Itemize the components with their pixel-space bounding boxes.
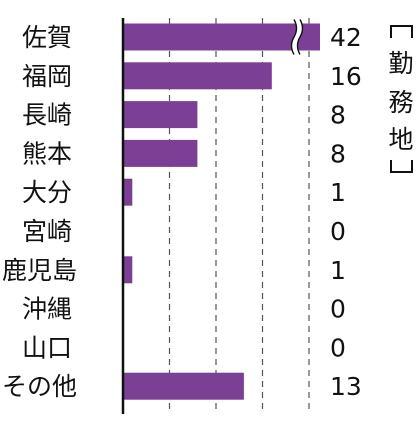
axis-break-line-1 [296, 19, 304, 55]
category-label-4: 大分 [22, 178, 72, 207]
annotation-close-bracket [390, 160, 413, 173]
annotation-char-1: 勤 [388, 49, 413, 78]
category-label-9: その他 [2, 372, 77, 401]
annotation-kinmuchi: 勤務地 [388, 25, 414, 173]
value-label-2: 8 [330, 101, 346, 130]
bar-0 [123, 23, 320, 51]
category-label-6: 鹿児島 [2, 256, 77, 285]
category-label-0: 佐賀 [22, 23, 72, 52]
value-label-1: 16 [330, 62, 362, 91]
value-label-8: 0 [330, 333, 346, 362]
axis-break-line-0 [290, 19, 298, 55]
category-label-1: 福岡 [22, 62, 72, 91]
value-label-5: 0 [330, 217, 346, 246]
value-label-3: 8 [330, 139, 346, 168]
bar-9 [123, 372, 244, 400]
value-label-0: 42 [330, 23, 362, 52]
value-label-9: 13 [330, 372, 362, 401]
annotation-char-3: 地 [388, 125, 413, 154]
value-labels: 42 16 8 8 1 0 1 0 0 13 [330, 23, 362, 401]
category-label-3: 熊本 [22, 139, 72, 168]
bars [123, 19, 320, 400]
value-label-4: 1 [330, 178, 346, 207]
bar-6 [123, 256, 133, 284]
bar-4 [123, 178, 133, 206]
category-label-8: 山口 [22, 333, 72, 362]
category-label-7: 沖縄 [22, 295, 72, 324]
value-label-7: 0 [330, 295, 346, 324]
bar-1 [123, 62, 272, 90]
category-label-5: 宮崎 [22, 217, 72, 246]
value-label-6: 1 [330, 256, 346, 285]
annotation-open-bracket [390, 25, 413, 38]
bar-3 [123, 139, 198, 167]
bar-2 [123, 101, 198, 129]
category-label-2: 長崎 [22, 101, 72, 130]
axis-break-gap [291, 19, 303, 55]
annotation-char-2: 務 [388, 88, 413, 117]
